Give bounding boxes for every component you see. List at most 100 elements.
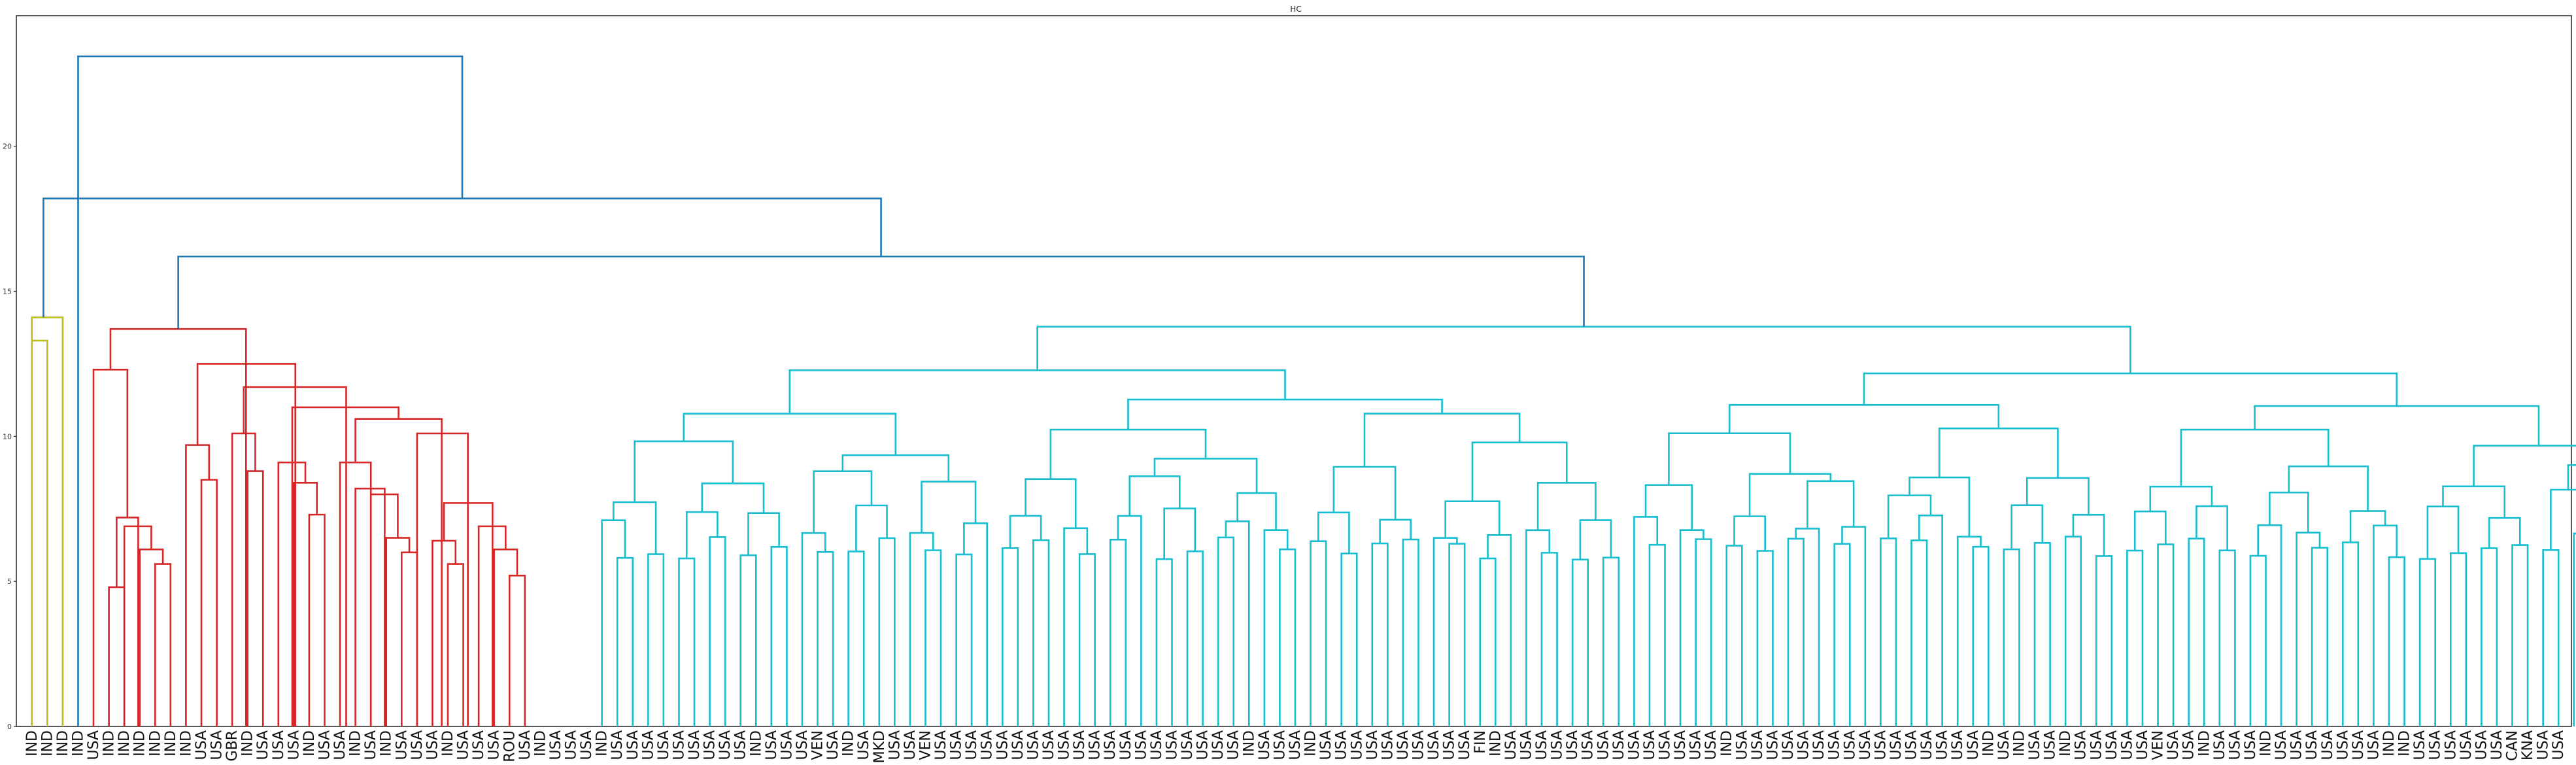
leaf-label: USA (2119, 730, 2135, 760)
dendrogram-link (42, 197, 882, 318)
dendrogram-link (685, 511, 719, 559)
dendrogram-link (154, 563, 172, 726)
leaf-label: IND (440, 730, 456, 756)
dendrogram-link (1668, 432, 1791, 485)
dendrogram-link (1787, 537, 1805, 726)
leaf-label: USA (686, 730, 703, 760)
leaf-label: IND (532, 730, 549, 756)
dendrogram-link (2288, 465, 2369, 511)
leaf-label: USA (1334, 730, 1350, 760)
leaf-label: USA (1580, 730, 1597, 760)
leaf-label: USA (1133, 730, 1149, 760)
dendrogram-link (246, 470, 264, 726)
dendrogram-link (909, 532, 934, 726)
leaf-label: USA (702, 730, 719, 760)
plot-frame (16, 15, 2572, 727)
leaf-label: USA (887, 730, 903, 760)
leaf-label: IND (2258, 730, 2275, 756)
dendrogram-link (1918, 515, 1943, 726)
leaf-label: USA (1195, 730, 1212, 760)
dendrogram-link (1579, 519, 1612, 560)
dendrogram-link (1379, 518, 1412, 544)
leaf-label: USA (2489, 730, 2505, 760)
leaf-label: IND (841, 730, 857, 756)
dendrogram-link (2488, 517, 2521, 549)
dendrogram-link (1155, 558, 1173, 726)
dendrogram-link (2157, 543, 2175, 726)
dendrogram-link (1540, 552, 1558, 726)
leaf-label: USA (1935, 730, 1951, 760)
dendrogram-link (1571, 558, 1589, 726)
dendrogram-link (817, 551, 834, 726)
leaf-label: USA (86, 730, 102, 760)
leaf-label: MKD (872, 730, 888, 763)
dendrogram-link (108, 586, 126, 726)
leaf-label: USA (1395, 730, 1412, 760)
dendrogram-link (31, 316, 64, 726)
dendrogram-link (2449, 552, 2467, 726)
dendrogram-link (92, 368, 129, 726)
dendrogram-link (601, 519, 626, 726)
leaf-label: IND (1241, 730, 1257, 756)
leaf-label: IND (2011, 730, 2027, 756)
leaf-label: USA (933, 730, 949, 760)
leaf-label: USA (2412, 730, 2428, 760)
dendrogram-link (1648, 543, 1666, 726)
dendrogram-link (634, 440, 734, 502)
leaf-label: USA (1318, 730, 1334, 760)
dendrogram-link (1363, 413, 1521, 468)
leaf-label: IND (594, 730, 611, 756)
leaf-label: IND (379, 730, 395, 756)
dendrogram-link (2188, 537, 2205, 726)
dendrogram-link (354, 418, 443, 726)
leaf-label: IND (1719, 730, 1735, 756)
dendrogram-link (1340, 552, 1358, 726)
dendrogram-link (1332, 466, 1397, 520)
dendrogram-link (447, 563, 464, 726)
leaf-label: USA (2551, 730, 2567, 760)
dendrogram-link (855, 504, 888, 552)
dendrogram-link (1263, 529, 1289, 726)
dendrogram-link (139, 549, 164, 726)
leaf-label: USA (579, 730, 595, 760)
leaf-label: USA (1642, 730, 1658, 760)
dendrogram-link (2033, 541, 2051, 726)
dendrogram-link (1063, 527, 1089, 726)
leaf-label: USA (1010, 730, 1026, 760)
leaf-label: USA (316, 730, 333, 760)
dendrogram-link (1880, 537, 1897, 726)
leaf-label: IND (1303, 730, 1319, 756)
leaf-label: USA (1672, 730, 1689, 760)
dendrogram-link (1728, 404, 2000, 434)
dendrogram-link (1938, 427, 2059, 479)
dendrogram-link (2095, 555, 2113, 726)
dendrogram-link (1887, 494, 1932, 539)
leaf-label: USA (1426, 730, 1442, 760)
dendrogram-link (1009, 515, 1042, 549)
dendrogram-link (1602, 556, 1620, 726)
leaf-label: USA (2535, 730, 2552, 760)
dendrogram-link (2542, 549, 2560, 726)
leaf-label: USA (271, 730, 287, 760)
leaf-label: IND (240, 730, 256, 756)
leaf-label: USA (2227, 730, 2243, 760)
leaf-label: USA (825, 730, 841, 760)
dendrogram-link (2064, 536, 2082, 726)
dendrogram-link (1479, 557, 1497, 726)
dendrogram-link (813, 470, 873, 534)
dendrogram-link (1956, 536, 1982, 726)
dendrogram-link (109, 328, 247, 726)
leaf-label: USA (2320, 730, 2336, 760)
dendrogram-link (1633, 516, 1659, 726)
leaf-label: USA (2473, 730, 2490, 760)
leaf-label: IND (55, 730, 71, 756)
leaf-label: USA (1565, 730, 1581, 760)
dendrogram-link (2296, 532, 2321, 726)
dendrogram-link (2003, 548, 2020, 726)
leaf-label: USA (625, 730, 641, 760)
leaf-label: USA (1888, 730, 1905, 760)
leaf-label: USA (424, 730, 441, 760)
dendrogram-link (2195, 505, 2228, 551)
leaf-label: USA (486, 730, 503, 760)
